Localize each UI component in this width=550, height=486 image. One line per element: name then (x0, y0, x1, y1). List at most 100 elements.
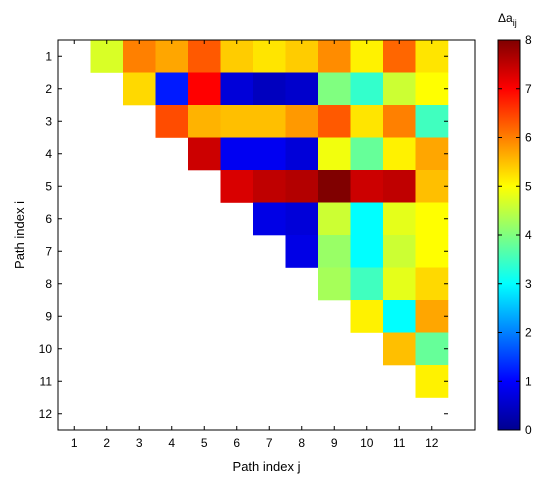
heatmap-cell (220, 170, 254, 203)
heatmap-cell (350, 202, 384, 236)
colorbar-tick-label: 3 (525, 277, 532, 291)
y-tick-label: 2 (45, 82, 52, 96)
x-tick-label: 10 (360, 436, 374, 450)
heatmap-cell (285, 170, 319, 203)
heatmap-cell (253, 137, 286, 171)
y-tick-label: 11 (40, 374, 53, 388)
heatmap-cell (415, 40, 449, 73)
y-tick-label: 9 (45, 309, 52, 323)
x-axis-label: Path index j (233, 459, 301, 474)
y-tick-label: 7 (45, 244, 52, 258)
heatmap-cell (383, 202, 416, 236)
heatmap-cell (188, 105, 221, 138)
heatmap-cell (415, 365, 449, 398)
heatmap-cell (285, 105, 319, 138)
plot-frame (57, 39, 476, 431)
heatmap-cell (285, 40, 319, 73)
heatmap-cell (350, 40, 384, 73)
x-tick-label: 3 (136, 436, 143, 450)
heatmap-cell (350, 170, 384, 203)
heatmap-cell (350, 300, 384, 333)
heatmap-cell (318, 202, 351, 236)
heatmap-cell (318, 235, 351, 268)
heatmap-cell (415, 105, 449, 138)
heatmap-cell (350, 72, 384, 106)
colorbar-title-main: Δa (498, 11, 513, 25)
heatmap-cell (415, 332, 449, 366)
heatmap-cell (220, 105, 254, 138)
x-axis-ticks: 1 2 3 4 5 6 7 8 9 10 11 12 (71, 40, 439, 450)
heatmap-cell (253, 170, 286, 203)
heatmap-cell (123, 40, 156, 73)
heatmap-cell (318, 40, 351, 73)
x-tick-label: 5 (201, 436, 208, 450)
heatmap-cell (383, 137, 416, 171)
y-axis-label: Path index i (12, 201, 27, 269)
heatmap-cell (415, 202, 449, 236)
heatmap-cell (350, 235, 384, 268)
heatmap-cell (383, 235, 416, 268)
heatmap-cell (253, 72, 286, 106)
heatmap-cell (155, 105, 189, 138)
colorbar-ticks: 0 1 2 3 4 5 6 7 8 (498, 33, 532, 437)
heatmap-cell (415, 137, 449, 171)
heatmap-cell (253, 40, 286, 73)
heatmap-cell (383, 72, 416, 106)
colorbar-tick-label: 2 (525, 326, 532, 340)
heatmap-cell (350, 267, 384, 301)
heatmap-cell (415, 300, 449, 333)
heatmap-cell (415, 267, 449, 301)
heatmap-cell (220, 137, 254, 171)
heatmap-cell (285, 202, 319, 236)
heatmap-cell (383, 170, 416, 203)
y-tick-label: 4 (45, 147, 52, 161)
colorbar-tick-label: 5 (525, 179, 532, 193)
heatmap-cell (188, 72, 221, 106)
x-tick-label: 1 (71, 436, 78, 450)
x-tick-label: 12 (425, 436, 439, 450)
heatmap-cell (90, 40, 124, 73)
heatmap-cell (188, 40, 221, 73)
heatmap-cell (220, 40, 254, 73)
colorbar-tick-label: 6 (525, 131, 532, 145)
x-tick-label: 9 (331, 436, 338, 450)
heatmap-cell (155, 72, 189, 106)
colorbar-title: Δaij (498, 11, 517, 28)
heatmap-cell (285, 235, 319, 268)
colorbar-tick-label: 8 (525, 33, 532, 47)
heatmap-cell (318, 137, 351, 171)
heatmap-cell (383, 332, 416, 366)
heatmap-cell (318, 72, 351, 106)
x-tick-label: 8 (298, 436, 305, 450)
y-tick-label: 12 (39, 407, 53, 421)
heatmap-cell (383, 40, 416, 73)
x-tick-label: 4 (168, 436, 175, 450)
y-tick-label: 10 (39, 342, 53, 356)
colorbar-tick-label: 0 (525, 423, 532, 437)
heatmap-cell (415, 170, 449, 203)
heatmap-cell (350, 137, 384, 171)
heatmap-cell (415, 235, 449, 268)
heatmap-cell (285, 137, 319, 171)
y-tick-label: 8 (45, 277, 52, 291)
heatmap-cell (350, 105, 384, 138)
heatmap-cell (318, 170, 351, 203)
heatmap-cell (318, 267, 351, 301)
colorbar-tick-label: 1 (525, 374, 532, 388)
heatmap-cell (285, 72, 319, 106)
x-tick-label: 11 (393, 436, 406, 450)
colorbar-gradient (498, 40, 520, 430)
y-tick-label: 3 (45, 114, 52, 128)
heatmap-cell (383, 267, 416, 301)
heatmap-cells (90, 40, 449, 398)
y-tick-label: 1 (45, 49, 52, 63)
heatmap-cell (318, 105, 351, 138)
heatmap-cell (155, 40, 189, 73)
heatmap-cell (253, 105, 286, 138)
heatmap-cell (123, 72, 156, 106)
colorbar-tick-label: 4 (525, 228, 532, 242)
x-tick-label: 2 (103, 436, 110, 450)
heatmap-cell (383, 105, 416, 138)
